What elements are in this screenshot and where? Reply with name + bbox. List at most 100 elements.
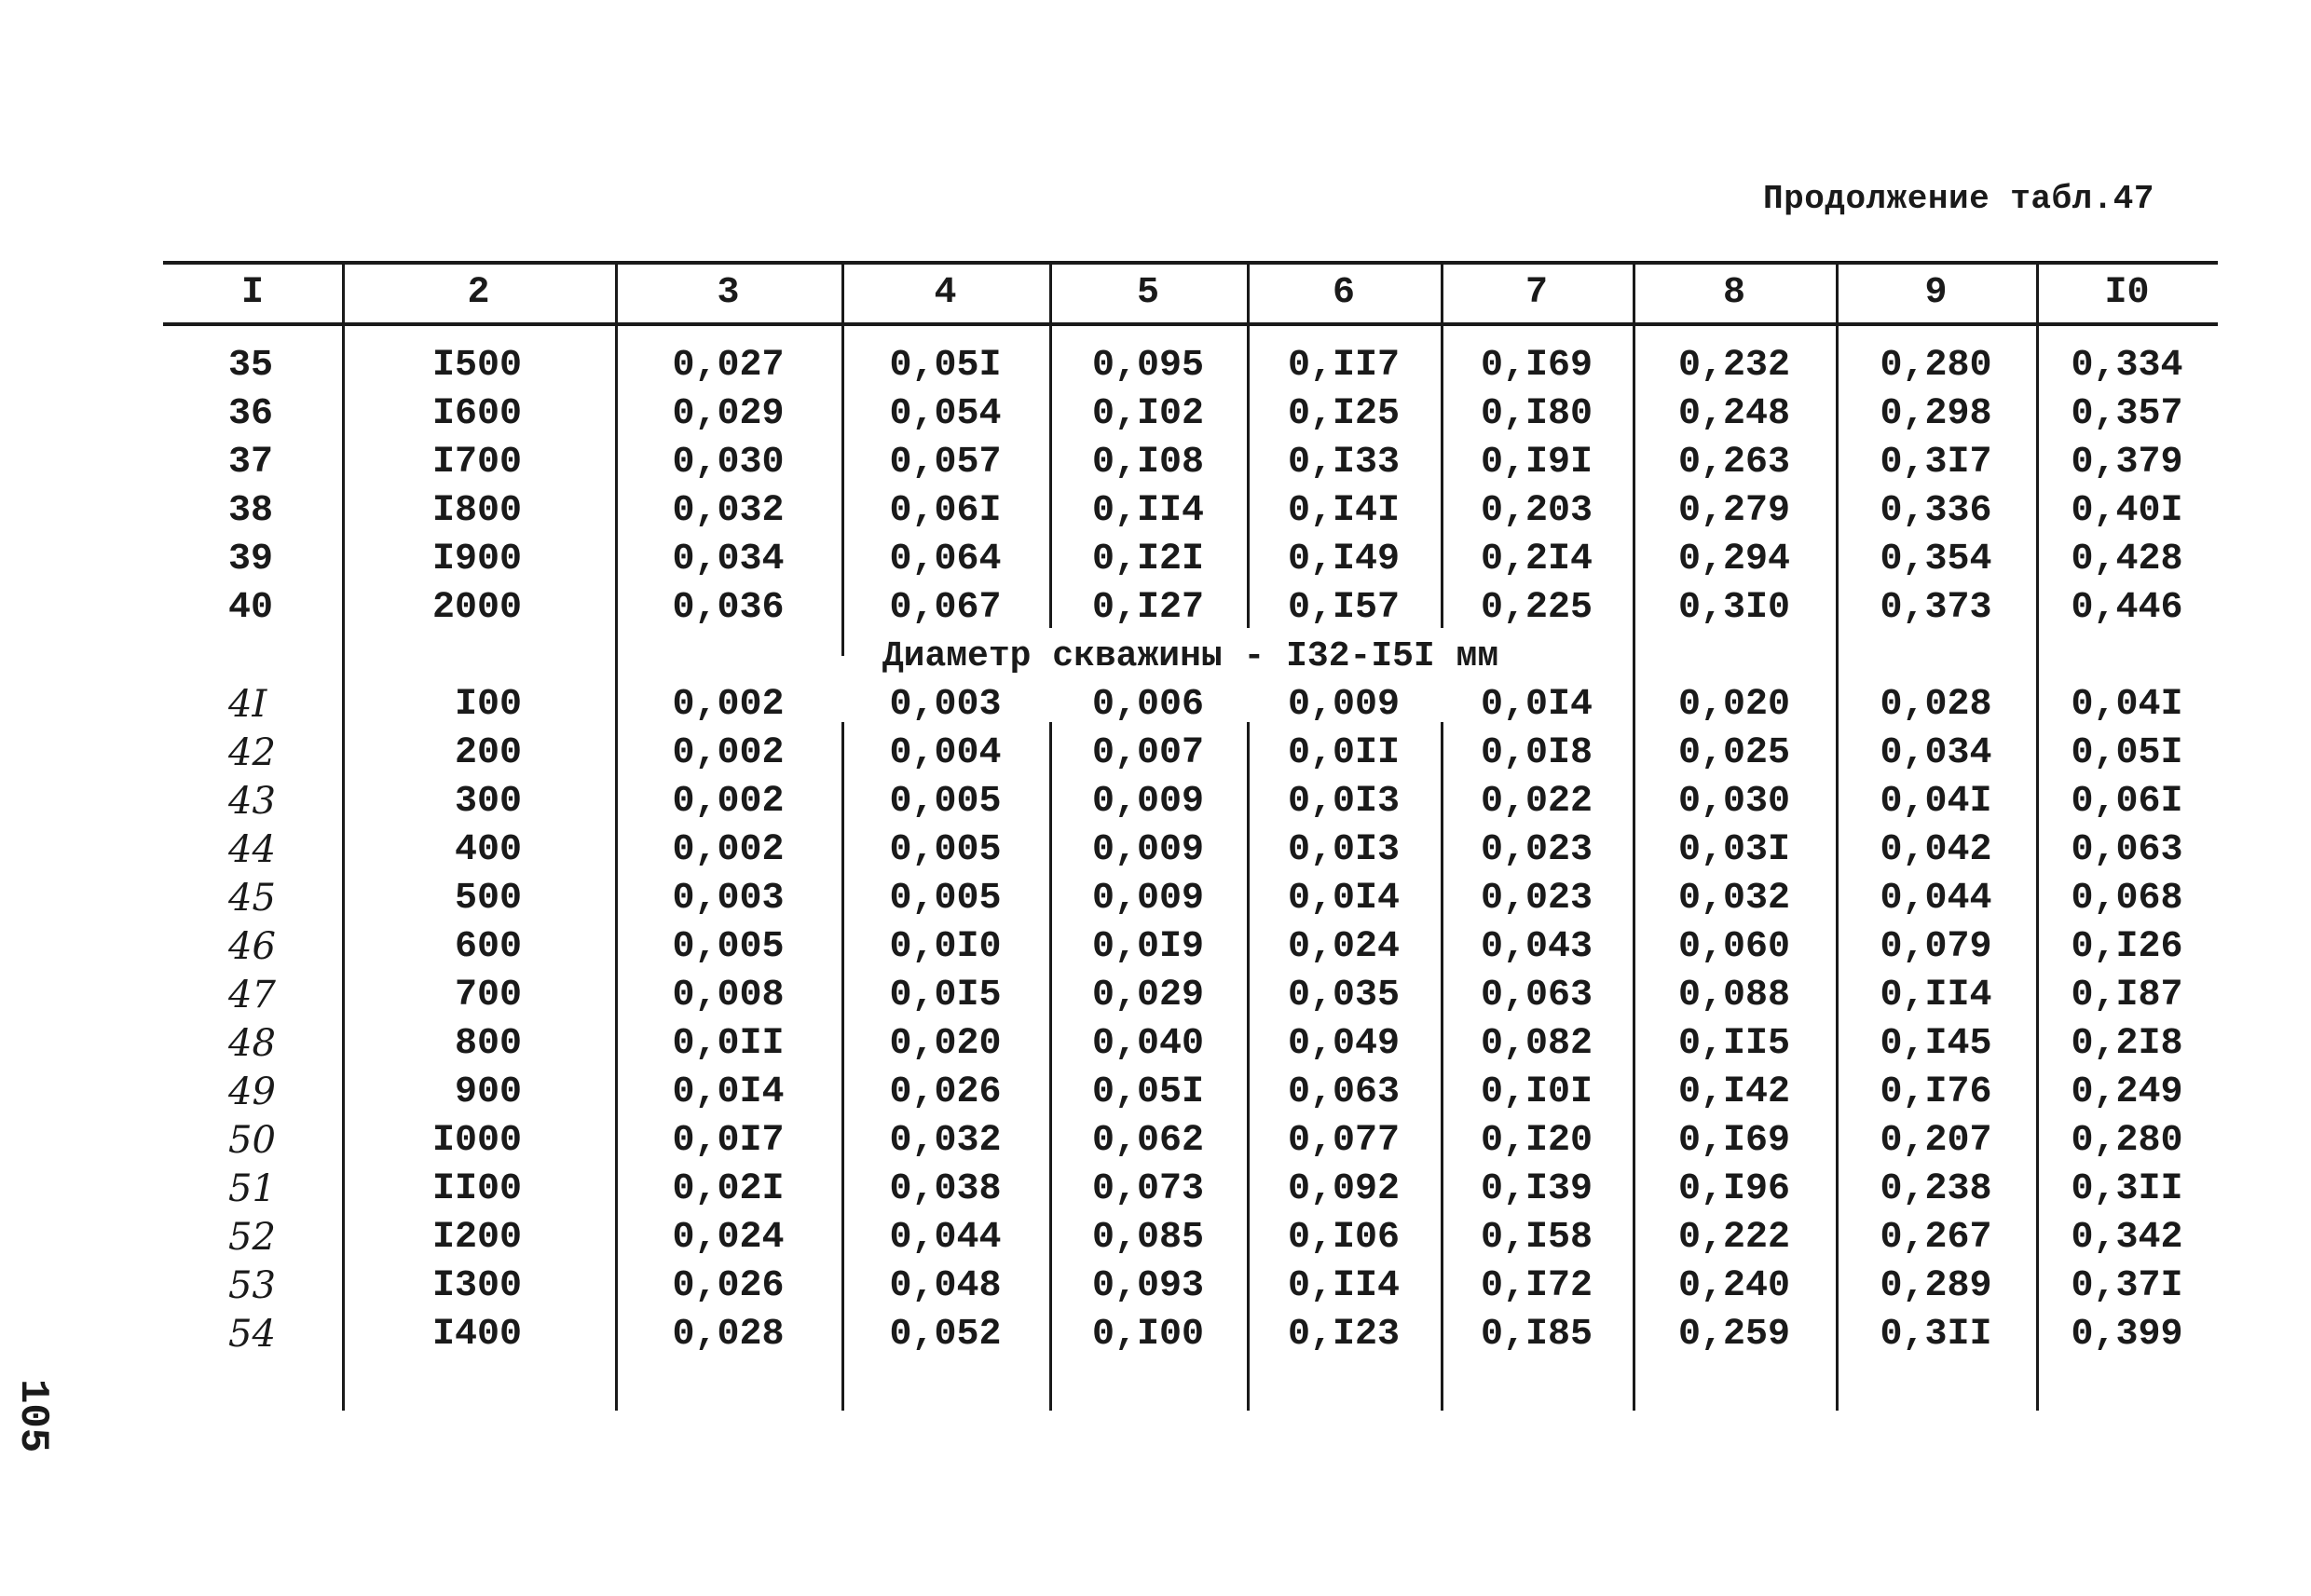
- table-row: 46 600 0,005 0,0I0 0,0I9 0,024 0,043 0,060 0,079…: [163, 922, 2218, 971]
- table-cell: 0,3I0: [1677, 586, 1791, 629]
- table-cell: 0,37I: [2071, 1264, 2183, 1307]
- table-cell: 52: [228, 1216, 276, 1259]
- table-cell: 45: [228, 877, 276, 920]
- table-cell: 0,I85: [1480, 1313, 1593, 1356]
- table-cell: 46: [228, 925, 276, 968]
- table-cell: 0,030: [1677, 780, 1791, 823]
- table-cell: 500: [454, 877, 522, 920]
- table-body-upper: 35 I500 0,027 0,05I 0,095 0,II7 0,I69 0,232 0,28…: [163, 324, 2218, 632]
- table-cell: 0,0I4: [1480, 683, 1593, 726]
- table-cell: 0,428: [2071, 538, 2183, 580]
- header-rule: [163, 322, 2218, 326]
- table-cell: 0,267: [1880, 1216, 1992, 1259]
- table-row: 44 400 0,002 0,005 0,009 0,0I3 0,023 0,03I 0,042…: [163, 825, 2218, 874]
- table-cell: 0,035: [1287, 974, 1401, 1016]
- table-row: 51 II00 0,02I 0,038 0,073 0,092 0,I39 0,I96 0,23…: [163, 1165, 2218, 1213]
- table-cell: 0,0II: [1287, 731, 1401, 774]
- table-cell: 0,I58: [1480, 1216, 1593, 1259]
- table-cell: 0,05I: [889, 344, 1002, 387]
- table-cell: 0,043: [1480, 925, 1593, 968]
- table-cell: 0,2I4: [1480, 538, 1593, 580]
- table-cell: 0,I69: [1480, 344, 1593, 387]
- table-cell: 0,222: [1677, 1216, 1791, 1259]
- table-cell: 0,I02: [1091, 392, 1205, 435]
- table-cell: 0,04I: [1880, 780, 1992, 823]
- column-divider: [1836, 265, 1839, 1411]
- table-cell: II00: [431, 1167, 522, 1210]
- table-cell: 0,0I3: [1287, 780, 1401, 823]
- table-cell: 0,446: [2071, 586, 2183, 629]
- table-cell: 0,I45: [1880, 1022, 1992, 1065]
- column-divider: [1049, 722, 1052, 1411]
- table-cell: 0,0I3: [1287, 828, 1401, 871]
- table-cell: 0,3II: [2071, 1167, 2183, 1210]
- table-row: 35 I500 0,027 0,05I 0,095 0,II7 0,I69 0,232 0,28…: [163, 341, 2218, 389]
- column-header: 9: [1924, 271, 1948, 314]
- table-cell: 0,04I: [2071, 683, 2183, 726]
- table-cell: 0,034: [1880, 731, 1992, 774]
- table-cell: 0,0II: [672, 1022, 785, 1065]
- column-header: 5: [1136, 271, 1159, 314]
- table-cell: I000: [431, 1119, 522, 1162]
- table-cell: 0,40I: [2071, 489, 2183, 532]
- table-cell: 0,063: [1480, 974, 1593, 1016]
- table-cell: 0,3I7: [1880, 441, 1992, 484]
- table-cell: 0,054: [889, 392, 1002, 435]
- column-divider: [615, 265, 618, 1411]
- table-cell: 0,373: [1880, 586, 1992, 629]
- table-cell: 54: [228, 1313, 276, 1356]
- column-divider: [2036, 265, 2039, 1411]
- table-cell: 0,092: [1287, 1167, 1401, 1210]
- table-cell: 0,0I9: [1091, 925, 1205, 968]
- table-cell: 0,005: [672, 925, 785, 968]
- table-cell: 51: [228, 1167, 276, 1210]
- table-cell: 0,0I4: [1287, 877, 1401, 920]
- table-cell: 0,009: [1287, 683, 1401, 726]
- table-cell: 48: [228, 1022, 276, 1065]
- table-cell: 0,II5: [1677, 1022, 1791, 1065]
- table-cell: 0,007: [1091, 731, 1205, 774]
- table-cell: 0,005: [889, 828, 1002, 871]
- table-cell: I200: [431, 1216, 522, 1259]
- table-cell: 0,249: [2071, 1071, 2183, 1113]
- table-cell: 37: [228, 441, 274, 484]
- table-cell: 0,023: [1480, 877, 1593, 920]
- table-cell: I00: [454, 683, 522, 726]
- table-cell: 0,238: [1880, 1167, 1992, 1210]
- table-cell: 0,I33: [1287, 441, 1401, 484]
- table-cell: I300: [431, 1264, 522, 1307]
- column-divider: [1441, 265, 1443, 628]
- table-cell: 0,0I8: [1480, 731, 1593, 774]
- table-row: 42 200 0,002 0,004 0,007 0,0II 0,0I8 0,025 0,034…: [163, 729, 2218, 777]
- table-cell: 0,203: [1480, 489, 1593, 532]
- table-cell: 0,0I0: [889, 925, 1002, 968]
- table-cell: 0,028: [1880, 683, 1992, 726]
- table-cell: 0,088: [1677, 974, 1791, 1016]
- table-cell: 0,057: [889, 441, 1002, 484]
- table-cell: 700: [454, 974, 522, 1016]
- table-cell: 0,3II: [1880, 1313, 1992, 1356]
- table-cell: 0,044: [1880, 877, 1992, 920]
- table-cell: 0,I0I: [1480, 1071, 1593, 1113]
- table-cell: 0,060: [1677, 925, 1791, 968]
- table-cell: 0,093: [1091, 1264, 1205, 1307]
- table-cell: 2000: [431, 586, 522, 629]
- table-cell: 0,023: [1480, 828, 1593, 871]
- table-cell: 0,248: [1677, 392, 1791, 435]
- table-cell: 0,I4I: [1287, 489, 1401, 532]
- table-body-lower: 4I I00 0,002 0,003 0,006 0,009 0,0I4 0,020 0,028…: [163, 680, 2218, 1358]
- table-cell: 0,280: [2071, 1119, 2183, 1162]
- table-cell: 0,I96: [1677, 1167, 1791, 1210]
- column-header: 6: [1332, 271, 1355, 314]
- column-divider: [1049, 265, 1052, 628]
- table-cell: 0,I25: [1287, 392, 1401, 435]
- table-cell: 0,005: [889, 780, 1002, 823]
- table-cell: 53: [228, 1264, 276, 1307]
- column-header: 7: [1525, 271, 1548, 314]
- table-cell: 0,336: [1880, 489, 1992, 532]
- table-cell: 200: [454, 731, 522, 774]
- table-cell: 0,063: [1287, 1071, 1401, 1113]
- table-cell: 600: [454, 925, 522, 968]
- table-row: 4I I00 0,002 0,003 0,006 0,009 0,0I4 0,020 0,028…: [163, 680, 2218, 729]
- table-cell: 0,036: [672, 586, 785, 629]
